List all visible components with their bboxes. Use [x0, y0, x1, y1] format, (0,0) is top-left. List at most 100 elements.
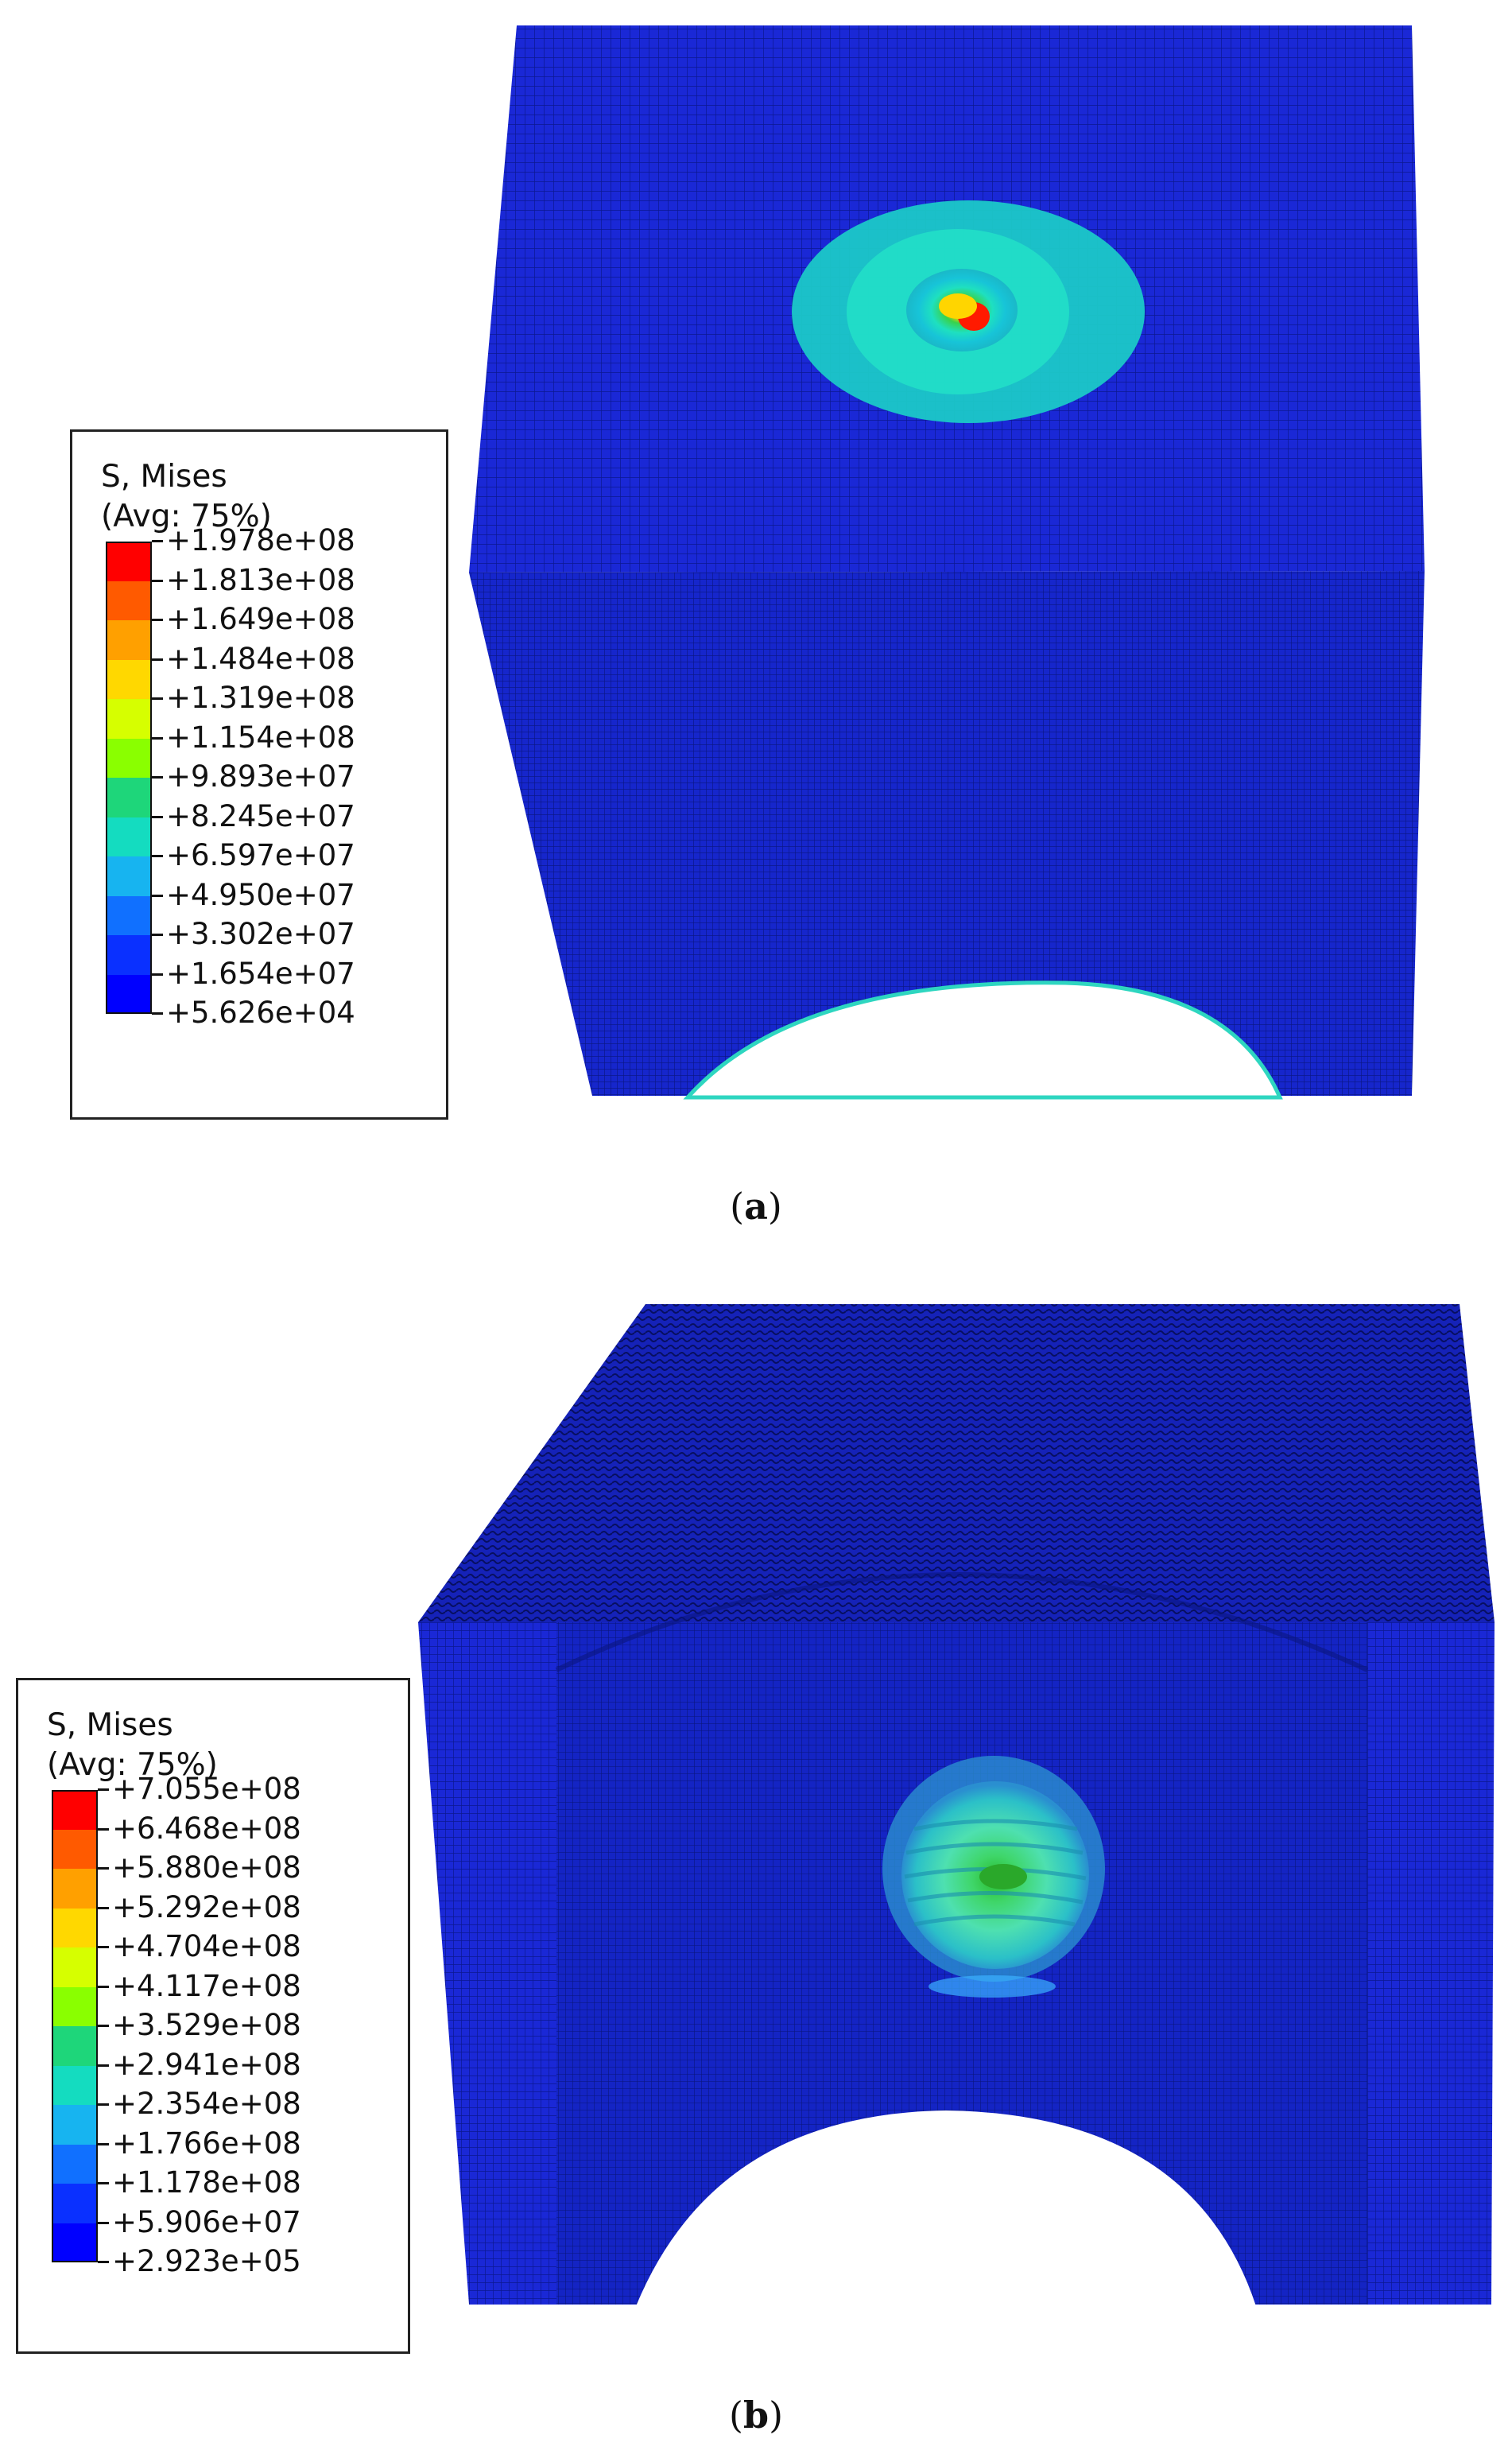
right-wall-b — [1367, 1622, 1495, 2305]
legend-color-band — [52, 1869, 98, 1909]
legend-a-scale: +1.978e+08 +1.813e+08 +1.649e+08 +1.484e+08… — [101, 523, 446, 1038]
legend-bar-border — [52, 1790, 98, 2262]
legend-value-label: +3.302e+07 — [166, 917, 355, 951]
legend-value-label: +2.941e+08 — [112, 2047, 301, 2082]
legend-color-band — [52, 2065, 98, 2105]
legend-color-band — [52, 1908, 98, 1947]
legend-value-label: +1.978e+08 — [166, 523, 355, 557]
legend-a-title-line1: S, Mises — [101, 459, 227, 495]
legend-value-label: +2.923e+05 — [112, 2244, 301, 2278]
legend-tick — [152, 1012, 163, 1015]
legend-color-band — [106, 620, 152, 660]
legend-tick — [152, 579, 163, 582]
legend-a-title-line2: (Avg: 75%) — [101, 499, 272, 534]
legend-b-title-line1: S, Mises — [47, 1707, 173, 1743]
legend-color-band — [52, 2184, 98, 2223]
legend-value-label: +4.704e+08 — [112, 1929, 301, 1963]
legend-tick — [98, 2142, 109, 2145]
legend-color-band — [52, 1986, 98, 2026]
stress-peak-halo-a — [939, 293, 977, 319]
arch-shadow-b — [555, 1572, 1369, 1672]
legend-tick — [152, 658, 163, 661]
legend-value-label: +9.893e+07 — [166, 759, 355, 794]
legend-value-label: +1.649e+08 — [166, 602, 355, 636]
tunnel-opening-a — [683, 980, 1283, 1100]
legend-tick — [152, 540, 163, 542]
legend-b-scale: +7.055e+08 +6.468e+08 +5.880e+08 +5.292e+08… — [47, 1772, 408, 2286]
legend-color-band — [52, 2223, 98, 2262]
legend-color-band — [106, 738, 152, 778]
legend-value-label: +5.880e+08 — [112, 1850, 301, 1885]
legend-value-label: +1.766e+08 — [112, 2126, 301, 2161]
legend-value-label: +1.154e+08 — [166, 720, 355, 755]
legend-color-band — [106, 542, 152, 581]
top-face-b — [418, 1304, 1495, 1622]
legend-color-band — [106, 817, 152, 856]
legend-color-band — [52, 1947, 98, 1987]
legend-value-label: +6.597e+07 — [166, 838, 355, 872]
left-wall-b — [418, 1622, 556, 2305]
legend-value-label: +4.950e+07 — [166, 877, 355, 912]
legend-color-band — [106, 935, 152, 975]
legend-value-label: +2.354e+08 — [112, 2087, 301, 2121]
legend-tick — [98, 1985, 109, 1988]
legend-tick — [98, 2182, 109, 2184]
legend-value-label: +3.529e+08 — [112, 2008, 301, 2042]
fe-model-a — [469, 25, 1425, 1100]
legend-tick — [98, 1906, 109, 1909]
legend-tick — [98, 1867, 109, 1870]
legend-tick — [98, 1946, 109, 1948]
legend-value-label: +5.292e+08 — [112, 1889, 301, 1924]
front-face-a — [469, 571, 1425, 1096]
legend-tick — [152, 776, 163, 779]
fe-model-b — [418, 1304, 1495, 2306]
stress-peak-b — [979, 1864, 1027, 1889]
tunnel-opening-b — [636, 2110, 1256, 2306]
legend-color-band — [52, 2026, 98, 2066]
legend-color-band — [106, 895, 152, 935]
legend-color-band — [106, 778, 152, 817]
legend-tick — [98, 2221, 109, 2224]
legend-value-label: +1.319e+08 — [166, 681, 355, 715]
legend-color-band — [52, 1829, 98, 1869]
legend-tick — [152, 697, 163, 700]
legend-color-band — [106, 856, 152, 896]
legend-tick — [98, 1827, 109, 1831]
legend-color-band — [52, 2105, 98, 2145]
stress-bands-b — [904, 1819, 1087, 1927]
stress-skirt-b — [929, 1975, 1056, 1998]
legend-color-band — [52, 1790, 98, 1830]
legend-tick — [152, 934, 163, 936]
legend-tick — [152, 973, 163, 976]
legend-tick — [152, 894, 163, 897]
legend-value-label: +7.055e+08 — [112, 1772, 301, 1806]
legend-tick — [152, 855, 163, 857]
legend-bar-border — [106, 542, 152, 1014]
legend-value-label: +1.813e+08 — [166, 562, 355, 597]
legend-color-band — [106, 659, 152, 699]
legend-tick — [98, 2064, 109, 2067]
legend-tick — [152, 619, 163, 621]
legend-color-band — [106, 699, 152, 739]
legend-color-band — [106, 974, 152, 1014]
legend-value-label: +1.654e+07 — [166, 956, 355, 991]
legend-value-label: +1.484e+08 — [166, 641, 355, 676]
legend-value-label: +5.626e+04 — [166, 996, 355, 1030]
legend-b-title-line2: (Avg: 75%) — [47, 1747, 218, 1783]
legend-value-label: +5.906e+07 — [112, 2204, 301, 2239]
legend-tick — [152, 815, 163, 818]
legend-tick — [152, 736, 163, 740]
legend-value-label: +1.178e+08 — [112, 2165, 301, 2200]
legend-tick — [98, 2025, 109, 2027]
legend-value-label: +6.468e+08 — [112, 1811, 301, 1846]
legend-value-label: +4.117e+08 — [112, 1968, 301, 2003]
caption-b: (b) — [728, 2394, 784, 2437]
legend-value-label: +8.245e+07 — [166, 798, 355, 833]
legend-b: S, Mises (Avg: 75%) +7.055e+08 +6.468e+08… — [16, 1678, 410, 2354]
legend-tick — [98, 2103, 109, 2106]
legend-tick — [98, 1788, 109, 1791]
legend-a: S, Mises (Avg: 75%) +1.978e+08 +1.813e+08… — [70, 429, 448, 1120]
legend-tick — [98, 2261, 109, 2263]
legend-color-band — [106, 581, 152, 620]
legend-color-band — [52, 2144, 98, 2184]
